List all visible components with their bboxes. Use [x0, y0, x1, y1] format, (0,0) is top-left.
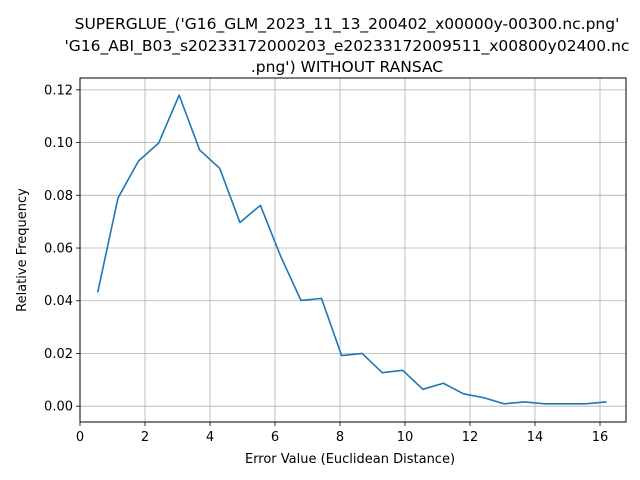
y-tick-label: 0.10 — [44, 136, 73, 151]
chart-title-line-1: SUPERGLUE_('G16_GLM_2023_11_13_200402_x0… — [75, 15, 620, 34]
x-tick-label: 8 — [336, 430, 344, 445]
x-tick-label: 16 — [592, 430, 609, 445]
y-tick-label: 0.08 — [44, 189, 73, 204]
y-axis-label: Relative Frequency — [15, 188, 30, 312]
chart-title-line-3: .png') WITHOUT RANSAC — [251, 58, 443, 76]
chart-title-line-2: 'G16_ABI_B03_s20233172000203_e2023317200… — [65, 37, 630, 56]
x-tick-label: 10 — [397, 430, 414, 445]
y-tick-label: 0.02 — [44, 347, 73, 362]
x-axis-ticks: 0 2 4 6 8 10 12 14 16 — [76, 422, 608, 445]
y-tick-label: 0.12 — [44, 83, 73, 98]
y-tick-label: 0.04 — [44, 294, 73, 309]
x-tick-label: 14 — [527, 430, 544, 445]
y-tick-label: 0.06 — [44, 242, 73, 257]
x-tick-label: 2 — [141, 430, 149, 445]
y-axis-ticks: 0.00 0.02 0.04 0.06 0.08 0.10 0.12 — [44, 83, 80, 415]
x-tick-label: 12 — [462, 430, 479, 445]
grid-lines — [79, 78, 626, 422]
x-tick-label: 4 — [206, 430, 214, 445]
chart-title: SUPERGLUE_('G16_GLM_2023_11_13_200402_x0… — [65, 15, 630, 76]
x-tick-label: 6 — [271, 430, 279, 445]
series-layer — [96, 94, 607, 405]
x-tick-label: 0 — [76, 430, 84, 445]
plot-area-frame — [79, 77, 627, 423]
series-line — [96, 94, 607, 405]
x-axis-label: Error Value (Euclidean Distance) — [245, 452, 455, 467]
y-tick-label: 0.00 — [44, 400, 73, 415]
